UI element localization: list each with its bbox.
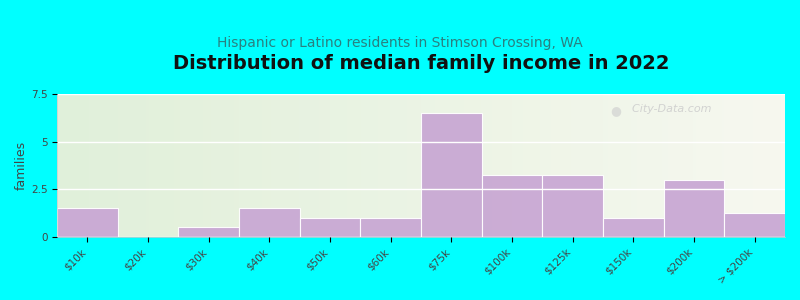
Y-axis label: families: families [15,141,28,190]
Text: ●: ● [610,104,622,117]
Bar [239,208,300,237]
Bar [724,213,785,237]
Bar [603,218,664,237]
Bar [421,113,482,237]
Text: City-Data.com: City-Data.com [625,104,711,114]
Bar [300,218,361,237]
Bar [542,175,603,237]
Bar [664,180,724,237]
Bar [361,218,421,237]
Bar [178,227,239,237]
Bar [482,175,542,237]
Bar [57,208,118,237]
Title: Distribution of median family income in 2022: Distribution of median family income in … [173,54,670,73]
Text: Hispanic or Latino residents in Stimson Crossing, WA: Hispanic or Latino residents in Stimson … [217,36,583,50]
